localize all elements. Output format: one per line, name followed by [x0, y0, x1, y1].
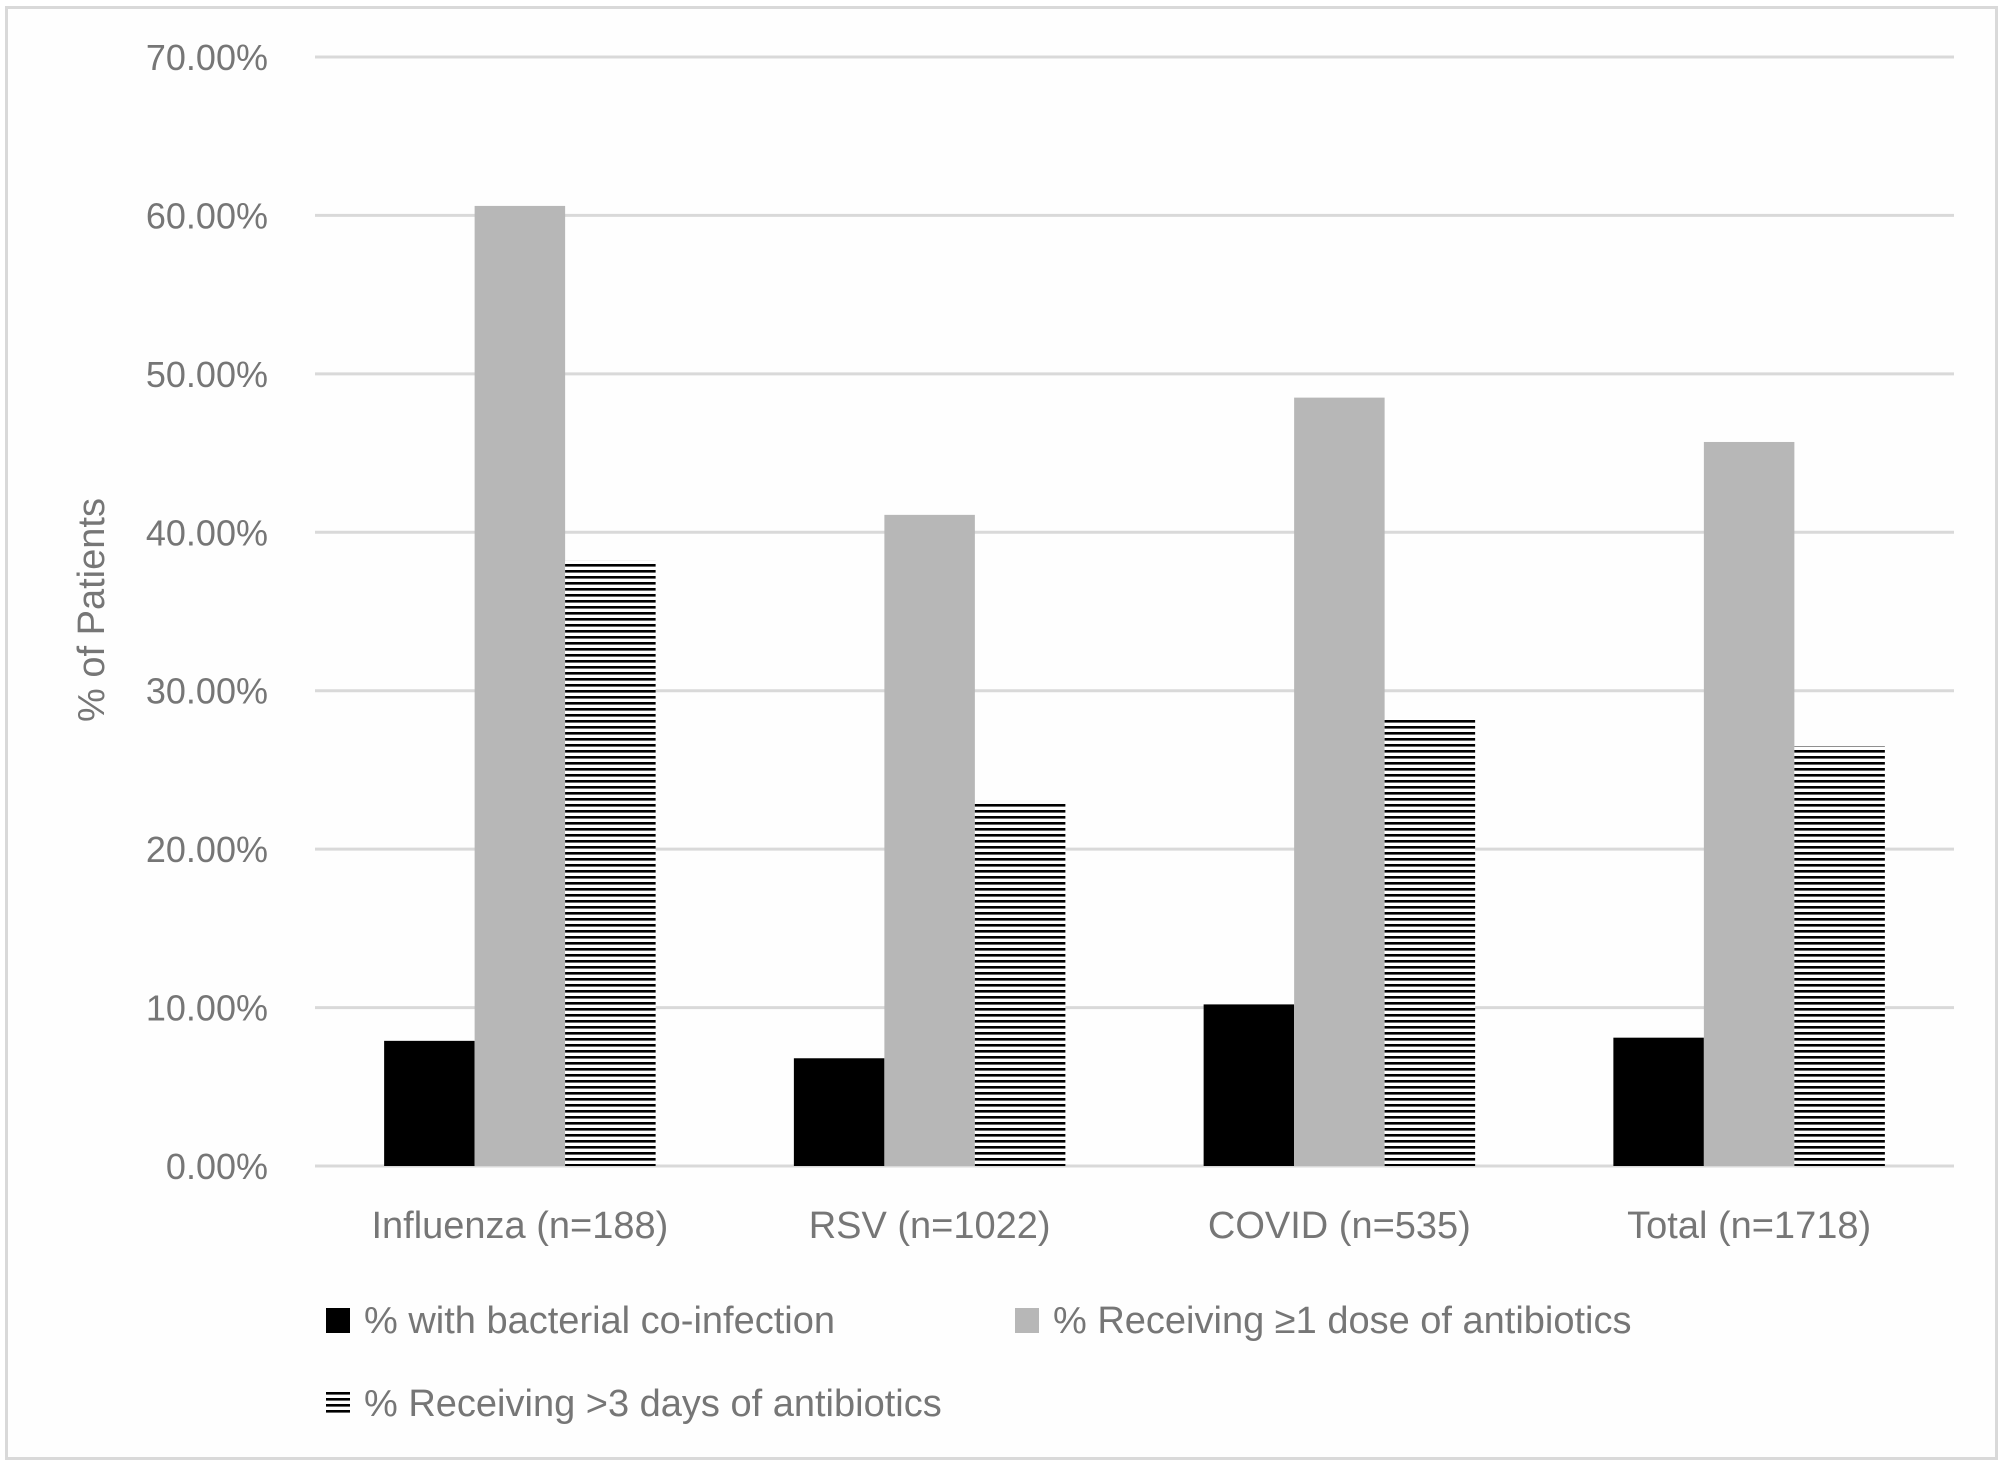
- y-tick-label: 40.00%: [146, 512, 268, 553]
- bars: [384, 205, 1885, 1166]
- legend-label-one-dose: % Receiving ≥1 dose of antibiotics: [1053, 1300, 1632, 1342]
- legend-label-coinfection: % with bacterial co-infection: [364, 1300, 835, 1342]
- y-tick-label: 50.00%: [146, 354, 268, 395]
- y-axis-ticks: 0.00% 10.00% 20.00% 30.00% 40.00% 50.00% 60.00…: [146, 37, 268, 1187]
- y-axis-title: % of Patients: [71, 498, 113, 722]
- y-tick-label: 70.00%: [146, 37, 268, 78]
- bar-coinfection-3: [1613, 1037, 1704, 1166]
- x-category-label: COVID (n=535): [1208, 1205, 1471, 1247]
- chart-frame: [5, 6, 1998, 1460]
- x-category-label: RSV (n=1022): [809, 1205, 1051, 1247]
- x-category-label: Influenza (n=188): [371, 1205, 668, 1247]
- bar-three-days-2: [1384, 719, 1476, 1166]
- y-tick-label: 0.00%: [166, 1146, 268, 1187]
- legend-label-three-days: % Receiving >3 days of antibiotics: [364, 1383, 942, 1425]
- bar-one-dose-3: [1703, 441, 1795, 1166]
- bar-one-dose-1: [884, 514, 975, 1166]
- bar-three-days-3: [1794, 746, 1885, 1166]
- y-tick-label: 10.00%: [146, 988, 268, 1029]
- legend: % with bacterial co-infection % Receiving…: [326, 1300, 1632, 1425]
- bar-coinfection-0: [384, 1040, 475, 1166]
- bar-one-dose-2: [1294, 397, 1385, 1166]
- bar-three-days-1: [974, 803, 1066, 1166]
- x-axis-categories: Influenza (n=188) RSV (n=1022) COVID (n=53…: [371, 1205, 1871, 1247]
- legend-swatch-coinfection: [326, 1308, 350, 1333]
- legend-swatch-three-days: [326, 1390, 350, 1415]
- y-tick-label: 60.00%: [146, 195, 268, 236]
- y-tick-label: 30.00%: [146, 671, 268, 712]
- legend-swatch-one-dose: [1015, 1308, 1039, 1333]
- bar-one-dose-0: [474, 205, 566, 1166]
- bar-coinfection-1: [793, 1058, 885, 1166]
- bar-three-days-0: [565, 560, 656, 1166]
- x-category-label: Total (n=1718): [1627, 1205, 1871, 1247]
- bar-coinfection-2: [1203, 1004, 1295, 1166]
- y-tick-label: 20.00%: [146, 829, 268, 870]
